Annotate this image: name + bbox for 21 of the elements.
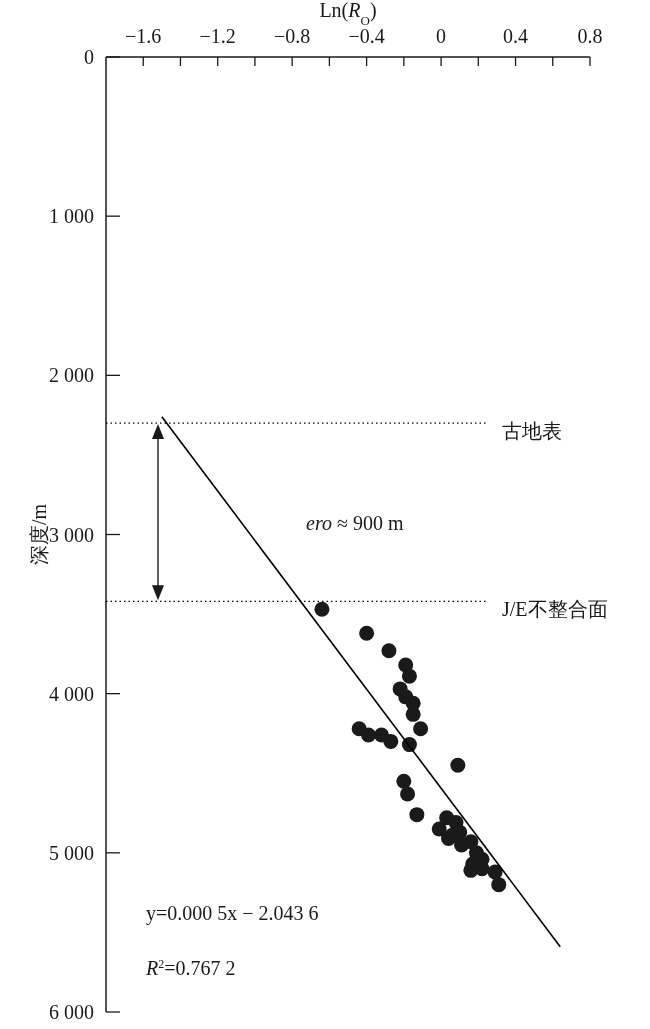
x-axis-title: Ln(R$_{O}$) — [319, 0, 377, 28]
y-tick-label: 4 000 — [49, 682, 94, 705]
x-tick-label: 0.8 — [577, 25, 603, 47]
annotation: y=0.000 5x − 2.043 6 — [146, 902, 319, 925]
y-tick-label: 3 000 — [49, 523, 94, 546]
y-tick-label: 0 — [84, 46, 94, 68]
x-tick-label: −0.8 — [274, 25, 311, 47]
y-tick-label: 6 000 — [49, 1001, 94, 1023]
annotation: R$^{2}$=0.767 2 — [145, 957, 236, 979]
x-tick-label: −1.2 — [199, 25, 236, 47]
x-tick-label: −1.6 — [125, 25, 162, 47]
y-tick-label: 2 000 — [49, 364, 94, 387]
x-tick-label: −0.4 — [348, 25, 385, 47]
x-tick-label: 0.4 — [503, 25, 529, 47]
ref-line-label: J/E不整合面 — [502, 598, 608, 621]
annotation: ero ≈ 900 m — [306, 512, 404, 534]
y-tick-label: 5 000 — [49, 841, 94, 864]
y-axis-title: 深度/m — [28, 503, 50, 566]
ref-line-label: 古地表 — [502, 420, 562, 443]
y-tick-label: 1 000 — [49, 205, 94, 228]
x-tick-label: 0 — [436, 25, 447, 47]
